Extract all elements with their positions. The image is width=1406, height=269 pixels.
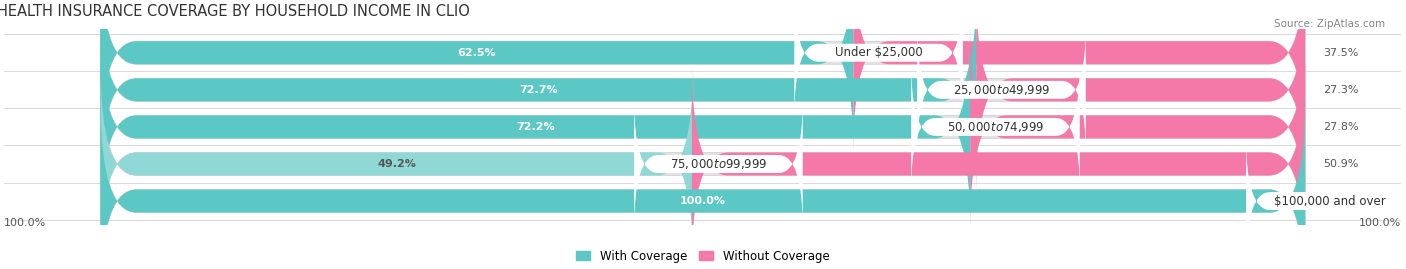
FancyBboxPatch shape	[100, 64, 1305, 264]
FancyBboxPatch shape	[100, 27, 1305, 227]
FancyBboxPatch shape	[794, 0, 963, 118]
Text: Under $25,000: Under $25,000	[835, 46, 922, 59]
FancyBboxPatch shape	[100, 0, 853, 153]
FancyBboxPatch shape	[1246, 136, 1406, 266]
FancyBboxPatch shape	[100, 64, 693, 264]
FancyBboxPatch shape	[976, 0, 1305, 190]
Text: 27.3%: 27.3%	[1323, 85, 1358, 95]
FancyBboxPatch shape	[970, 27, 1305, 227]
Text: 50.9%: 50.9%	[1323, 159, 1358, 169]
Text: $75,000 to $99,999: $75,000 to $99,999	[669, 157, 768, 171]
Text: $50,000 to $74,999: $50,000 to $74,999	[946, 120, 1045, 134]
Text: $25,000 to $49,999: $25,000 to $49,999	[953, 83, 1050, 97]
Text: 49.2%: 49.2%	[377, 159, 416, 169]
Text: 37.5%: 37.5%	[1323, 48, 1358, 58]
FancyBboxPatch shape	[100, 0, 976, 190]
FancyBboxPatch shape	[100, 0, 1305, 153]
FancyBboxPatch shape	[917, 25, 1085, 155]
FancyBboxPatch shape	[100, 101, 1305, 269]
Text: 62.5%: 62.5%	[457, 48, 496, 58]
Text: 72.2%: 72.2%	[516, 122, 554, 132]
Text: 27.8%: 27.8%	[1323, 122, 1358, 132]
Text: 100.0%: 100.0%	[679, 196, 725, 206]
FancyBboxPatch shape	[100, 101, 1305, 269]
FancyBboxPatch shape	[100, 0, 1305, 190]
Text: 100.0%: 100.0%	[1360, 218, 1402, 228]
FancyBboxPatch shape	[692, 64, 1305, 264]
FancyBboxPatch shape	[853, 0, 1305, 153]
Text: Source: ZipAtlas.com: Source: ZipAtlas.com	[1274, 19, 1385, 29]
FancyBboxPatch shape	[634, 99, 803, 229]
Legend: With Coverage, Without Coverage: With Coverage, Without Coverage	[576, 250, 830, 263]
Text: HEALTH INSURANCE COVERAGE BY HOUSEHOLD INCOME IN CLIO: HEALTH INSURANCE COVERAGE BY HOUSEHOLD I…	[0, 4, 470, 19]
Text: 72.7%: 72.7%	[519, 85, 558, 95]
FancyBboxPatch shape	[911, 62, 1080, 192]
Text: $100,000 and over: $100,000 and over	[1274, 194, 1386, 208]
Text: 100.0%: 100.0%	[4, 218, 46, 228]
FancyBboxPatch shape	[100, 27, 970, 227]
